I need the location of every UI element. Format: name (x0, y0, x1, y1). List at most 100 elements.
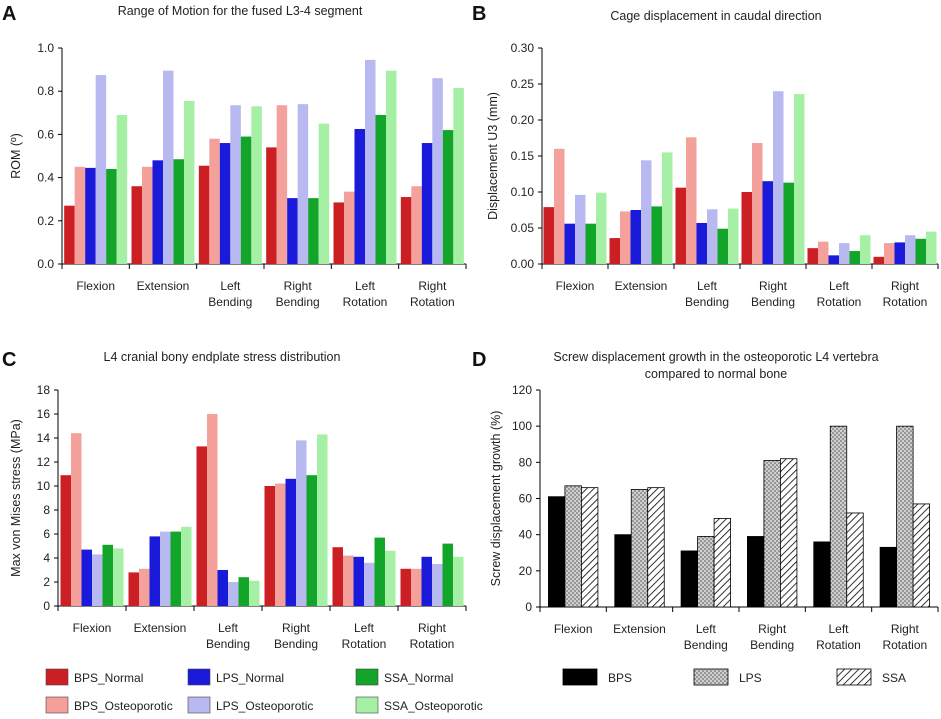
bar-bps-normal (264, 486, 275, 606)
bar-bps-normal (543, 207, 554, 264)
bar-ssa (780, 458, 798, 608)
bar-bps-osteoporotic (207, 414, 218, 606)
bar-lps-normal (894, 242, 905, 264)
bar-bps-normal (266, 147, 277, 264)
x-tick-label: Bending (750, 638, 794, 652)
x-tick-label: Flexion (76, 279, 115, 293)
bar-ssa-osteoporotic (113, 548, 124, 606)
bar-lps-osteoporotic (297, 104, 309, 264)
chart-screw-displacement-growth: Screw displacement growth in the osteopo… (489, 350, 939, 652)
y-axis-label: Displacement U3 (mm) (486, 92, 500, 220)
y-tick-label: 10 (37, 479, 51, 493)
x-tick-label: Left (220, 279, 241, 293)
bar-ssa-normal (375, 114, 386, 265)
bar-bps-osteoporotic (142, 166, 153, 264)
y-tick-label: 0.15 (511, 149, 535, 163)
bar-bps-osteoporotic (686, 137, 697, 264)
x-tick-label: Right (418, 621, 447, 635)
x-tick-label: Rotation (817, 295, 862, 309)
y-axis-label: Screw displacement growth (%) (489, 411, 503, 587)
bar-lps (630, 489, 649, 608)
bar-lps-normal (421, 556, 432, 606)
x-tick-label: Left (696, 622, 717, 636)
x-tick-label: Bending (751, 295, 795, 309)
y-tick-label: 18 (37, 383, 51, 397)
legend-label: SSA_Osteoporotic (384, 699, 483, 713)
bar-ssa-osteoporotic (728, 208, 739, 264)
x-tick-label: Left (355, 279, 376, 293)
legend-label: LPS (739, 671, 762, 685)
bar-bps-osteoporotic (275, 483, 286, 606)
y-axis-label: Max von Mises stress (MPa) (9, 419, 23, 577)
legend-swatch-ssa (836, 668, 872, 686)
bar-bps-osteoporotic (276, 105, 288, 265)
bar-lps-osteoporotic (296, 440, 307, 606)
bar-bps (813, 541, 831, 608)
y-tick-label: 1.0 (37, 41, 54, 55)
bar-lps-normal (149, 536, 160, 606)
bar-lps-osteoporotic (575, 194, 586, 264)
legend-swatch-lps (693, 668, 729, 686)
legend-label: LPS_Osteoporotic (216, 699, 313, 713)
bar-ssa-osteoporotic (453, 87, 464, 265)
bar-ssa-osteoporotic (794, 94, 805, 264)
x-tick-label: Right (759, 279, 788, 293)
y-tick-label: 80 (519, 455, 533, 469)
x-tick-label: Rotation (410, 295, 455, 309)
x-tick-label: Rotation (410, 637, 455, 651)
bar-bps-osteoporotic (554, 148, 565, 264)
bar-bps-normal (131, 186, 142, 264)
bar-ssa-osteoporotic (596, 192, 607, 264)
x-tick-label: Flexion (73, 621, 112, 635)
bar-lps-normal (85, 167, 96, 264)
x-tick-label: Extension (613, 622, 666, 636)
bar-lps-osteoporotic (92, 554, 103, 606)
y-tick-label: 6 (43, 527, 50, 541)
bar-bps-normal (400, 568, 411, 606)
bar-lps-osteoporotic (230, 105, 241, 265)
legend-fixation-groups: BPS_Normal LPS_Normal SSA_Normal BPS_Osteop… (45, 668, 483, 714)
bar-lps-normal (285, 478, 296, 606)
bar-ssa-osteoporotic (249, 580, 260, 606)
bar-lps-normal (696, 222, 707, 264)
x-tick-label: Left (218, 621, 239, 635)
bar-bps-normal (675, 187, 686, 264)
bar-bps-normal (128, 572, 139, 606)
bar-lps-normal (287, 198, 298, 264)
x-tick-label: Bending (685, 295, 729, 309)
bar-bps (614, 534, 632, 608)
bar-bps-osteoporotic (620, 211, 631, 264)
legend-label: SSA (882, 671, 906, 685)
bar-lps-osteoporotic (905, 235, 916, 264)
bar-bps-normal (196, 446, 207, 606)
x-tick-label: Flexion (554, 622, 593, 636)
y-tick-label: 0.8 (37, 84, 54, 98)
bar-bps-osteoporotic (343, 555, 354, 606)
legend-swatch-lps-normal (187, 668, 211, 686)
y-tick-label: 0.30 (511, 41, 535, 55)
bar-lps-normal (81, 549, 92, 606)
y-tick-label: 0.0 (37, 257, 54, 271)
x-tick-label: Right (282, 621, 311, 635)
bar-bps (548, 496, 566, 608)
bar-lps-normal (219, 143, 231, 264)
bar-ssa-normal (306, 475, 317, 606)
y-tick-label: 0 (525, 600, 532, 614)
bar-lps-normal (421, 143, 433, 264)
bar-bps-osteoporotic (74, 166, 86, 264)
y-tick-label: 2 (43, 575, 50, 589)
y-tick-label: 16 (37, 407, 51, 421)
y-tick-label: 0.05 (511, 221, 535, 235)
x-tick-label: Rotation (883, 295, 928, 309)
bar-lps-osteoporotic (432, 78, 443, 265)
bar-lps-normal (152, 160, 163, 264)
x-tick-label: Left (697, 279, 718, 293)
y-tick-label: 0.4 (37, 171, 54, 185)
bar-ssa-normal (442, 543, 453, 606)
bar-ssa-osteoporotic (453, 556, 464, 606)
bar-ssa-normal (442, 130, 454, 264)
chart-title: L4 cranial bony endplate stress distribu… (104, 350, 341, 364)
x-tick-label: Right (284, 279, 313, 293)
y-tick-label: 40 (519, 528, 533, 542)
bar-ssa-normal (585, 223, 596, 264)
